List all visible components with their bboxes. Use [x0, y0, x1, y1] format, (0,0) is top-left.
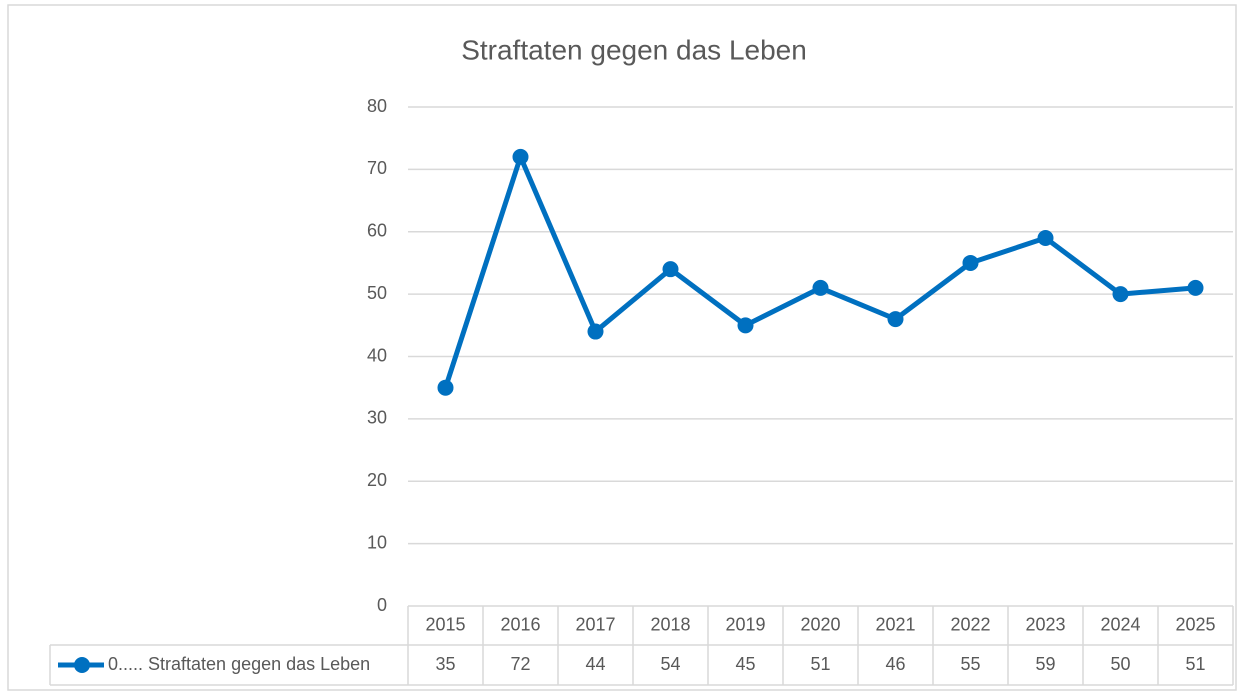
x-tick-label: 2025 [1175, 614, 1215, 634]
chart-title: Straftaten gegen das Leben [461, 34, 807, 65]
x-tick-label: 2016 [500, 614, 540, 634]
marker [737, 317, 754, 334]
marker [512, 148, 529, 165]
x-tick-label: 2023 [1025, 614, 1065, 634]
marker [887, 311, 904, 328]
x-tick-label: 2017 [575, 614, 615, 634]
marker [1187, 279, 1204, 296]
x-tick-label: 2018 [650, 614, 690, 634]
marker [962, 254, 979, 271]
marker [1037, 229, 1054, 246]
marker [437, 379, 454, 396]
table-value: 59 [1035, 654, 1055, 674]
marker [812, 279, 829, 296]
x-tick-label: 2019 [725, 614, 765, 634]
y-tick-label: 10 [367, 532, 387, 552]
y-tick-label: 70 [367, 158, 387, 178]
table-value: 35 [435, 654, 455, 674]
marker [587, 323, 604, 340]
y-tick-label: 80 [367, 96, 387, 116]
x-tick-label: 2020 [800, 614, 840, 634]
table-value: 51 [1185, 654, 1205, 674]
y-tick-label: 20 [367, 470, 387, 490]
x-tick-label: 2021 [875, 614, 915, 634]
table-value: 45 [735, 654, 755, 674]
table-value: 44 [585, 654, 605, 674]
table-value: 50 [1110, 654, 1130, 674]
table-value: 51 [810, 654, 830, 674]
x-tick-label: 2022 [950, 614, 990, 634]
marker [1112, 286, 1129, 303]
x-tick-label: 2015 [425, 614, 465, 634]
y-tick-label: 30 [367, 408, 387, 428]
y-tick-label: 60 [367, 221, 387, 241]
legend-key-marker [74, 657, 90, 673]
y-tick-label: 0 [377, 595, 387, 615]
table-value: 54 [660, 654, 680, 674]
x-tick-label: 2024 [1100, 614, 1140, 634]
chart-frame [7, 4, 1237, 691]
table-value: 72 [510, 654, 530, 674]
y-tick-label: 50 [367, 283, 387, 303]
y-tick-label: 40 [367, 345, 387, 365]
table-value: 46 [885, 654, 905, 674]
table-value: 55 [960, 654, 980, 674]
legend-label: 0..... Straftaten gegen das Leben [108, 654, 370, 674]
marker [662, 261, 679, 278]
